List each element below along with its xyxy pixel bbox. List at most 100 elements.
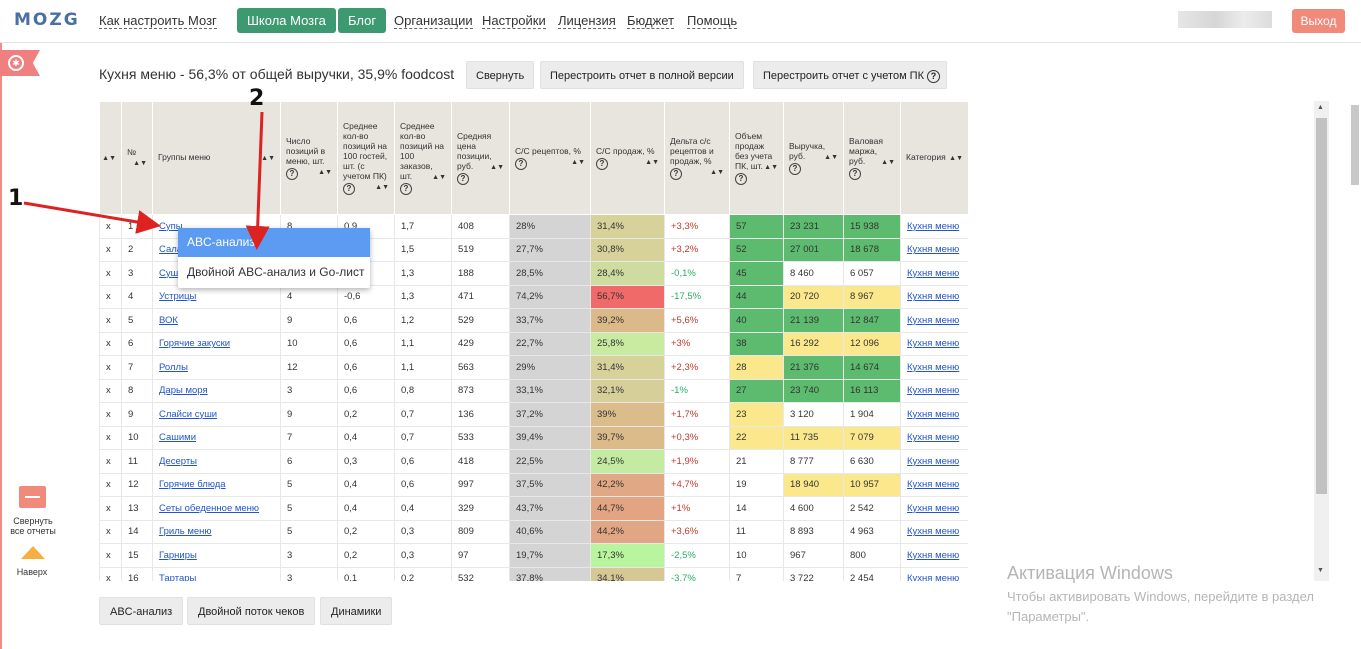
nav-link-organizations[interactable]: Организации [394, 13, 473, 29]
group-link[interactable]: Гарниры [159, 549, 197, 561]
col-header-margin[interactable]: Валовая маржа, руб. ▲▼? [843, 101, 901, 215]
group-link[interactable]: Супы [159, 220, 183, 232]
group-link[interactable]: Суши [159, 267, 184, 279]
category-link[interactable]: Кухня меню [907, 479, 960, 491]
category-link[interactable]: Кухня меню [907, 455, 960, 467]
category-link[interactable]: Кухня меню [907, 267, 960, 279]
col-header-delete[interactable]: ▲▼ [99, 101, 122, 215]
sort-icon[interactable]: ▲▼ [432, 174, 446, 181]
scroll-up-icon[interactable]: ▲ [1317, 104, 1324, 111]
group-link[interactable]: Горячие блюда [159, 479, 226, 491]
col-header-volume[interactable]: Объем продаж без учета ПК, шт. ▲▼? [729, 101, 784, 215]
col-header-count[interactable]: Число позиций в меню, шт. ▲▼? [280, 101, 338, 215]
col-header-avg-price[interactable]: Средняя цена позиции, руб. ▲▼? [451, 101, 510, 215]
help-icon[interactable]: ? [789, 163, 801, 175]
category-link[interactable]: Кухня меню [907, 526, 960, 538]
category-link[interactable]: Кухня меню [907, 573, 960, 581]
delete-row-button[interactable]: x [99, 355, 122, 380]
group-link[interactable]: Десерты [159, 455, 198, 467]
group-link[interactable]: Горячие закуски [159, 338, 231, 350]
help-icon[interactable]: ? [515, 158, 527, 170]
logout-button[interactable]: Выход [1292, 9, 1345, 33]
help-icon[interactable]: ? [670, 168, 682, 180]
abc-analysis-button[interactable]: ABC-анализ [99, 597, 184, 625]
help-icon[interactable]: ? [596, 158, 608, 170]
col-header-delta[interactable]: Дельта с/с рецептов и продаж, % ▲▼? [664, 101, 730, 215]
category-link[interactable]: Кухня меню [907, 338, 960, 350]
delete-row-button[interactable]: x [99, 425, 122, 450]
sort-icon[interactable]: ▲▼ [571, 159, 585, 166]
category-link[interactable]: Кухня меню [907, 291, 960, 303]
category-link[interactable]: Кухня меню [907, 314, 960, 326]
sort-icon[interactable]: ▲▼ [133, 160, 147, 167]
delete-row-button[interactable]: x [99, 449, 122, 474]
double-check-flow-button[interactable]: Двойной поток чеков [187, 597, 316, 625]
page-scrollbar-thumb[interactable] [1351, 105, 1359, 185]
delete-row-button[interactable]: x [99, 261, 122, 286]
collapse-report-button[interactable]: Свернуть [466, 61, 535, 89]
rebuild-pk-button[interactable]: Перестроить отчет с учетом ПК? [753, 61, 947, 89]
group-link[interactable]: Гриль меню [159, 526, 212, 538]
sort-icon[interactable]: ▲▼ [710, 169, 724, 176]
collapse-all-label[interactable]: Свернуть все отчеты [10, 516, 56, 536]
group-link[interactable]: Салаты [159, 244, 194, 256]
help-icon[interactable]: ? [343, 183, 355, 195]
mozg-logo[interactable]: MOZG [14, 10, 80, 30]
help-icon[interactable]: ? [927, 69, 940, 83]
sort-icon[interactable]: ▲▼ [375, 184, 389, 191]
sidebar-toggle-ribbon[interactable]: ✱ [0, 50, 40, 76]
menu-item-abc-analysis[interactable]: ABC-анализ [178, 228, 370, 257]
group-link[interactable]: Сеты обеденное меню [159, 502, 260, 514]
scroll-top-icon[interactable] [21, 546, 45, 559]
group-link[interactable]: Дары моря [159, 385, 208, 397]
category-link[interactable]: Кухня меню [907, 220, 960, 232]
help-icon[interactable]: ? [286, 168, 298, 180]
group-link[interactable]: ВОК [159, 314, 178, 326]
group-link[interactable]: Сашими [159, 432, 197, 444]
category-link[interactable]: Кухня меню [907, 385, 960, 397]
col-header-category[interactable]: Категория ▲▼ [900, 101, 968, 215]
delete-row-button[interactable]: x [99, 402, 122, 427]
col-header-per-100-guests[interactable]: Среднее кол-во позиций на 100 гостей, шт… [337, 101, 395, 215]
delete-row-button[interactable]: x [99, 566, 122, 581]
sort-icon[interactable]: ▲▼ [949, 155, 963, 162]
nav-link-settings[interactable]: Настройки [482, 13, 546, 29]
scroll-top-label[interactable]: Наверх [16, 567, 48, 577]
help-icon[interactable]: ? [735, 173, 747, 185]
help-icon[interactable]: ? [400, 183, 412, 195]
sort-icon[interactable]: ▲▼ [261, 155, 275, 162]
col-header-revenue[interactable]: Выручка, руб. ▲▼? [783, 101, 844, 215]
nav-link-license[interactable]: Лицензия [558, 13, 616, 29]
school-button[interactable]: Школа Мозга [237, 8, 336, 33]
sort-icon[interactable]: ▲▼ [645, 159, 659, 166]
nav-link-budget[interactable]: Бюджет [627, 13, 675, 29]
group-link[interactable]: Устрицы [159, 291, 197, 303]
sort-icon[interactable]: ▲▼ [764, 164, 778, 171]
scrollbar-thumb[interactable] [1316, 118, 1327, 494]
scroll-down-icon[interactable]: ▼ [1317, 567, 1324, 574]
category-link[interactable]: Кухня меню [907, 502, 960, 514]
rebuild-full-button[interactable]: Перестроить отчет в полной версии [540, 61, 744, 89]
delete-row-button[interactable]: x [99, 378, 122, 403]
sort-icon[interactable]: ▲▼ [102, 155, 116, 162]
delete-row-button[interactable]: x [99, 496, 122, 521]
col-header-group[interactable]: Группы меню ▲▼ [152, 101, 281, 215]
category-link[interactable]: Кухня меню [907, 361, 960, 373]
blog-button[interactable]: Блог [338, 8, 387, 33]
delete-row-button[interactable]: x [99, 308, 122, 333]
help-icon[interactable]: ? [849, 168, 861, 180]
category-link[interactable]: Кухня меню [907, 244, 960, 256]
sort-icon[interactable]: ▲▼ [824, 154, 838, 161]
sort-icon[interactable]: ▲▼ [490, 164, 504, 171]
category-link[interactable]: Кухня меню [907, 549, 960, 561]
sort-icon[interactable]: ▲▼ [318, 169, 332, 176]
help-icon[interactable]: ? [457, 173, 469, 185]
group-link[interactable]: Роллы [159, 361, 188, 373]
category-link[interactable]: Кухня меню [907, 432, 960, 444]
group-link[interactable]: Тартары [159, 573, 197, 581]
category-link[interactable]: Кухня меню [907, 408, 960, 420]
delete-row-button[interactable]: x [99, 519, 122, 544]
delete-row-button[interactable]: x [99, 214, 122, 239]
col-header-number[interactable]: № ▲▼ [121, 101, 153, 215]
table-scrollbar[interactable]: ▲ ▼ [1314, 101, 1329, 581]
